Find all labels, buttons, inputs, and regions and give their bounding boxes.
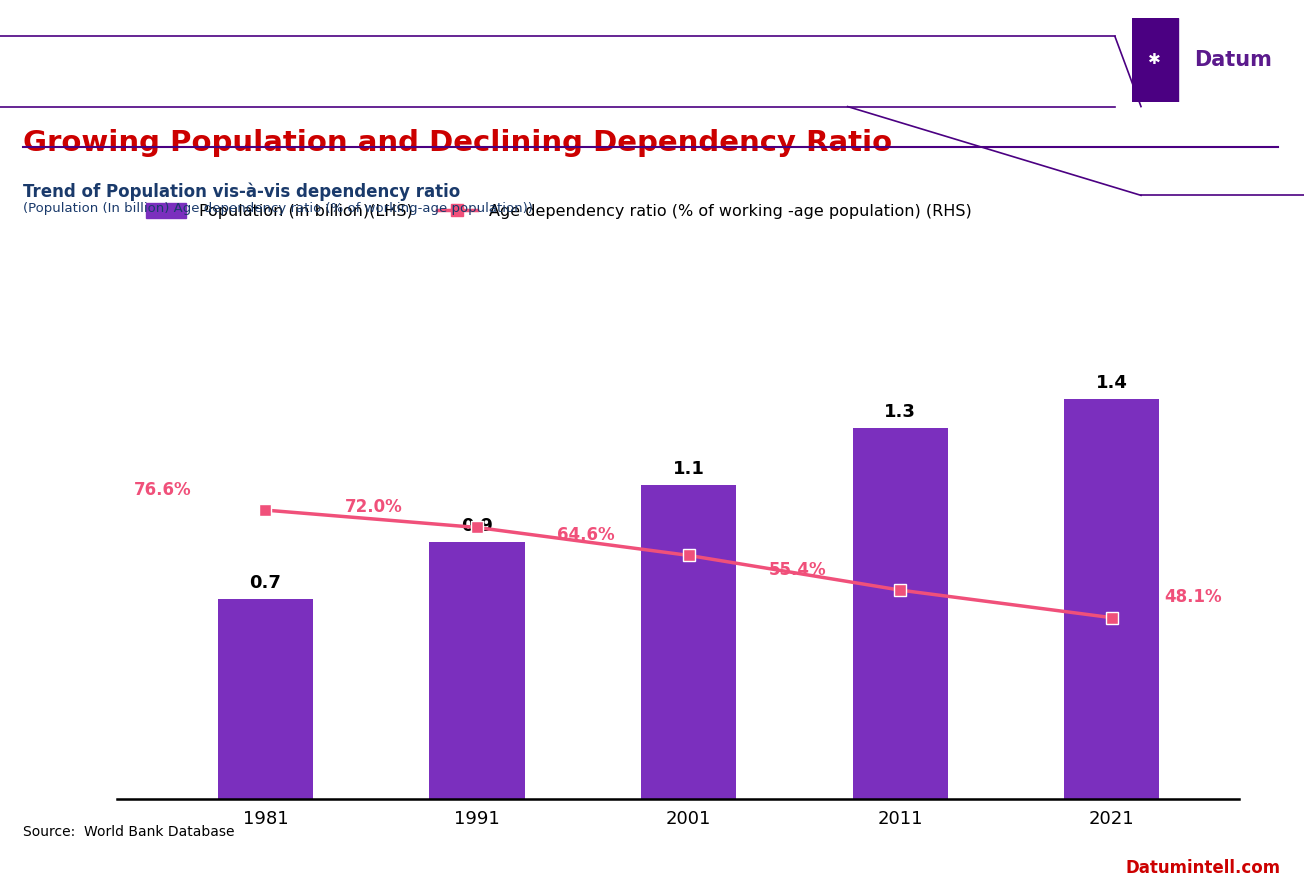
Text: ✱: ✱	[1149, 52, 1161, 67]
Text: 55.4%: 55.4%	[768, 561, 827, 579]
Text: 1.4: 1.4	[1095, 374, 1128, 392]
Bar	[218, 599, 313, 799]
Text: (Population (In billion) Age dependency ratio (% of working-age population)): (Population (In billion) Age dependency …	[23, 202, 533, 216]
Text: Source:  World Bank Database: Source: World Bank Database	[23, 825, 235, 839]
Text: 76.6%: 76.6%	[134, 480, 192, 499]
FancyBboxPatch shape	[1132, 18, 1178, 102]
Bar	[642, 485, 737, 799]
Bar	[853, 428, 948, 799]
Text: 1.3: 1.3	[884, 403, 917, 421]
Text: Growing Population and Declining Dependency Ratio: Growing Population and Declining Depende…	[23, 129, 893, 157]
Text: 64.6%: 64.6%	[557, 526, 614, 544]
Text: 48.1%: 48.1%	[1164, 589, 1222, 607]
Text: 72.0%: 72.0%	[346, 498, 403, 516]
Text: Datumintell.com: Datumintell.com	[1125, 860, 1281, 877]
Bar	[429, 543, 524, 799]
Text: Datum: Datum	[1194, 50, 1271, 70]
Text: 1.1: 1.1	[673, 460, 704, 478]
Text: 0.7: 0.7	[249, 575, 282, 592]
Text: 0.9: 0.9	[462, 517, 493, 535]
Legend: Population (in billion)(LHS), Age dependency ratio (% of working -age population: Population (in billion)(LHS), Age depend…	[140, 197, 978, 226]
Bar	[1064, 400, 1159, 799]
Text: Trend of Population vis-à-vis dependency ratio: Trend of Population vis-à-vis dependency…	[23, 182, 460, 201]
